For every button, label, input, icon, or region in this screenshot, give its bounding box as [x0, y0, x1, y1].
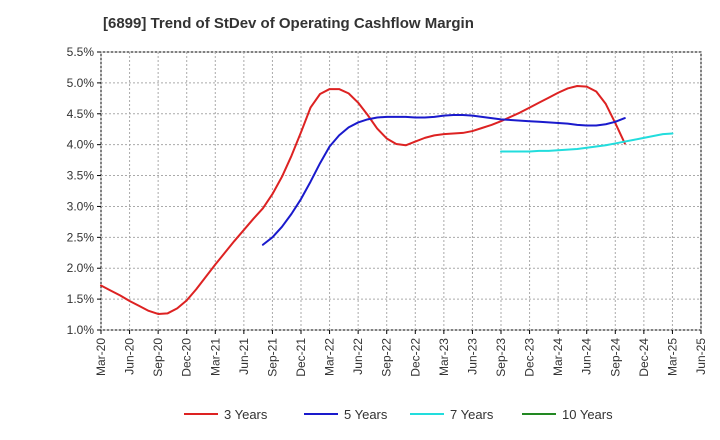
y-tick-label: 4.5% — [67, 107, 95, 121]
legend-label: 7 Years — [450, 407, 494, 422]
x-tick-label: Jun-21 — [237, 338, 251, 375]
x-tick-label: Mar-22 — [323, 338, 337, 376]
chart-title: [6899] Trend of StDev of Operating Cashf… — [103, 15, 474, 32]
y-tick-label: 5.0% — [67, 76, 95, 90]
x-tick-label: Mar-24 — [551, 338, 565, 376]
x-tick-label: Dec-22 — [408, 338, 422, 377]
x-tick-label: Dec-21 — [294, 338, 308, 377]
series-line-5-years — [261, 114, 626, 246]
y-tick-label: 1.5% — [67, 292, 95, 306]
y-tick-label: 2.0% — [67, 261, 95, 275]
x-tick-label: Mar-20 — [94, 338, 108, 376]
x-tick-label: Sep-22 — [380, 338, 394, 377]
x-axis: Mar-20 Jun-20 Sep-20 Dec-20 Mar-21 Jun-21 Sep-… — [94, 330, 708, 377]
x-tick-label: Dec-24 — [637, 338, 651, 377]
legend: 3 Years 5 Years 7 Years 10 Years — [184, 407, 613, 422]
legend-label: 5 Years — [344, 407, 388, 422]
plot-area — [100, 51, 702, 331]
y-tick-label: 4.0% — [67, 138, 95, 152]
y-tick-label: 3.0% — [67, 199, 95, 213]
series-line-3-years — [100, 84, 626, 315]
y-tick-label: 2.5% — [67, 230, 95, 244]
x-tick-label: Sep-24 — [608, 338, 622, 377]
x-tick-label: Jun-22 — [351, 338, 365, 375]
x-tick-label: Sep-23 — [494, 338, 508, 377]
x-tick-label: Jun-25 — [694, 338, 708, 375]
series-line-7-years — [500, 132, 674, 153]
x-tick-label: Mar-21 — [208, 338, 222, 376]
series-lines — [100, 84, 674, 315]
y-tick-label: 3.5% — [67, 169, 95, 183]
y-tick-label: 5.5% — [67, 45, 95, 59]
x-tick-label: Dec-20 — [180, 338, 194, 377]
x-tick-label: Dec-23 — [523, 338, 537, 377]
legend-label: 3 Years — [224, 407, 268, 422]
x-tick-label: Sep-20 — [151, 338, 165, 377]
y-tick-label: 1.0% — [67, 323, 95, 337]
x-tick-label: Jun-23 — [465, 338, 479, 375]
legend-label: 10 Years — [562, 407, 613, 422]
x-tick-label: Jun-20 — [123, 338, 137, 375]
grid-lines — [100, 51, 702, 331]
x-tick-label: Mar-23 — [437, 338, 451, 376]
x-tick-label: Mar-25 — [665, 338, 679, 376]
x-tick-label: Jun-24 — [580, 338, 594, 375]
x-tick-label: Sep-21 — [265, 338, 279, 377]
y-axis: 1.0% 1.5% 2.0% 2.5% 3.0% 3.5% 4.0% 4.5% 5.0% 5.5% — [67, 45, 101, 337]
